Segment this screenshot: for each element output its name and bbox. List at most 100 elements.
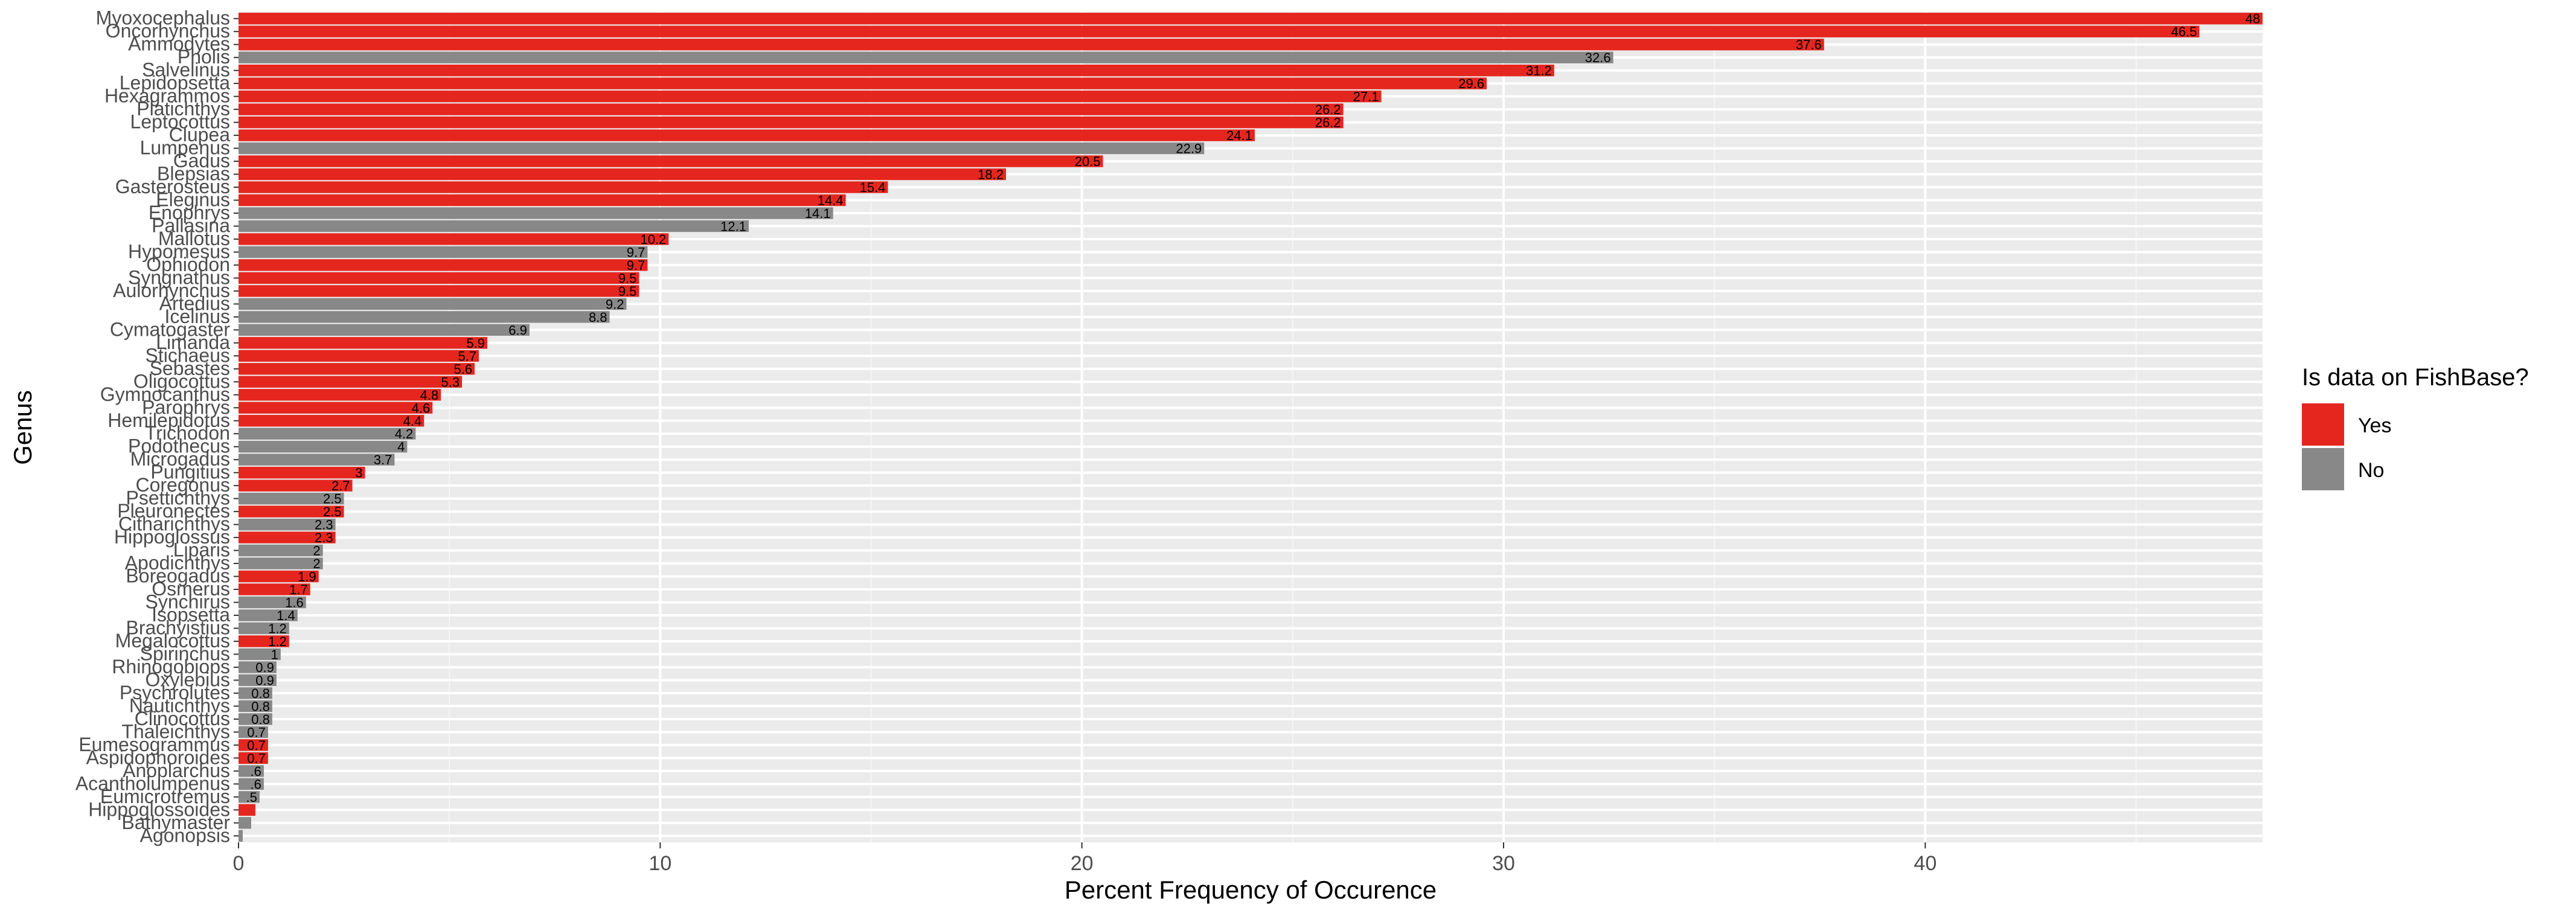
bar-value-label: 29.6 [1458, 76, 1484, 91]
bar [239, 492, 344, 505]
bar-value-label: 24.1 [1226, 128, 1252, 143]
bar [239, 311, 610, 323]
bar [239, 596, 306, 609]
x-tick-label: 30 [1492, 852, 1515, 875]
bar-value-label: 4 [397, 440, 405, 455]
bar [239, 428, 416, 440]
y-tick-label: Ammodytes [128, 33, 230, 55]
bar [239, 453, 395, 466]
bar-value-label: 20.5 [1075, 154, 1101, 169]
bar [239, 39, 1824, 51]
bar [239, 752, 268, 764]
y-tick-label: Hippoglossus [114, 526, 230, 548]
legend-label-no: No [2358, 459, 2384, 482]
y-tick-label: Gymnocanthus [100, 383, 230, 405]
bar-value-label: 0.9 [255, 660, 274, 675]
bar [239, 622, 289, 635]
y-tick-label: Trichodon [145, 422, 230, 444]
y-tick-label: Synchirus [146, 591, 231, 613]
bar-value-label: 0.8 [251, 699, 270, 714]
bar [239, 687, 272, 699]
y-tick-label: Oncorhynchus [106, 20, 230, 42]
x-tick-label: 20 [1071, 852, 1094, 875]
y-tick-label: Icelinus [165, 306, 231, 327]
bar-value-label: 26.2 [1315, 102, 1341, 117]
y-tick-label: Eleginus [156, 189, 230, 211]
bar-value-label: 37.6 [1796, 37, 1822, 53]
y-tick-label: Eumicrotremus [100, 786, 230, 807]
y-tick-label: Isopsetta [152, 604, 230, 626]
bar [239, 713, 272, 725]
bar-value-label: 1.6 [285, 595, 304, 610]
bar [239, 168, 1006, 181]
y-tick-label: Thaleichthys [121, 720, 230, 742]
y-tick-label: Acantholumpenus [75, 772, 230, 794]
x-axis-title: Percent Frequency of Occurence [1065, 876, 1437, 904]
bar [239, 402, 433, 414]
bar-value-label: 18.2 [978, 167, 1004, 182]
y-tick-label: Lumpenus [140, 137, 230, 159]
y-tick-label: Salvelinus [142, 59, 230, 81]
bar-value-label: 0.7 [247, 725, 266, 740]
y-tick-label: Bathymaster [121, 812, 230, 833]
y-tick-label: Brachyistius [126, 617, 231, 639]
bar-value-label: .5 [246, 790, 257, 805]
bar [239, 65, 1554, 77]
legend-swatch-yes [2302, 403, 2344, 446]
bar-value-label: 31.2 [1526, 63, 1552, 78]
y-tick-label: Coregonus [135, 474, 230, 496]
bar [239, 363, 475, 375]
bar-value-label: 10.2 [640, 232, 666, 247]
bar-value-label: 5.9 [466, 336, 485, 351]
bar [239, 116, 1344, 129]
bar-value-label: 8.8 [589, 310, 607, 325]
y-tick-label: Gasterosteus [115, 176, 230, 197]
bar-value-label: 5.7 [458, 348, 476, 364]
bar [239, 817, 251, 829]
y-axis-title: Genus [8, 390, 37, 465]
bar-value-label: 9.5 [618, 271, 637, 286]
y-tick-label: Podothecus [128, 435, 230, 457]
bar-value-label: 27.1 [1353, 89, 1379, 104]
bar-value-label: 1.9 [298, 569, 316, 585]
bar-value-label: 2.5 [323, 504, 342, 519]
bar-value-label: 2.5 [323, 492, 342, 507]
bar [239, 324, 530, 336]
legend-label-yes: Yes [2358, 414, 2391, 437]
legend: Is data on FishBase? Yes No [2302, 364, 2529, 490]
y-tick-label: Leptocottus [130, 111, 230, 133]
bar [239, 90, 1382, 103]
bar [239, 129, 1255, 141]
x-tick-label: 10 [649, 852, 671, 875]
y-tick-label: Liparis [173, 539, 230, 561]
bar-value-label: 32.6 [1585, 50, 1611, 65]
bar [239, 207, 833, 219]
bar-value-label: 9.7 [627, 245, 646, 260]
y-tick-label: Hippoglossoides [88, 798, 230, 820]
y-tick-label: Pungitius [150, 461, 230, 483]
y-tick-label: Oxylebius [146, 668, 231, 690]
bar [239, 674, 277, 687]
y-tick-label: Psettichthys [126, 487, 230, 509]
y-tick-label: Osmerus [152, 578, 230, 600]
bar [239, 142, 1205, 155]
bar-value-label: 2.7 [332, 478, 350, 493]
y-tick-label: Oligocottus [133, 370, 230, 392]
bar-value-label: 2 [313, 543, 320, 559]
bar [239, 830, 243, 842]
bar-value-label: .6 [251, 764, 261, 779]
bar-value-label: 9.5 [618, 284, 637, 299]
bar-value-label: 0.7 [247, 751, 266, 766]
y-tick-label: Pallasina [152, 214, 230, 236]
bar [239, 285, 639, 297]
bar-value-label: 9.7 [627, 258, 646, 273]
bar-value-label: 5.3 [441, 374, 460, 389]
bar [239, 259, 648, 271]
y-tick-label: Sebastes [150, 357, 230, 379]
bar-value-label: 1.7 [289, 582, 308, 597]
bar-value-label: 1 [271, 647, 278, 662]
y-tick-label: Platichthys [136, 98, 230, 120]
y-tick-label: Lepidopsetta [120, 72, 230, 94]
x-tick-label: 40 [1914, 852, 1937, 875]
